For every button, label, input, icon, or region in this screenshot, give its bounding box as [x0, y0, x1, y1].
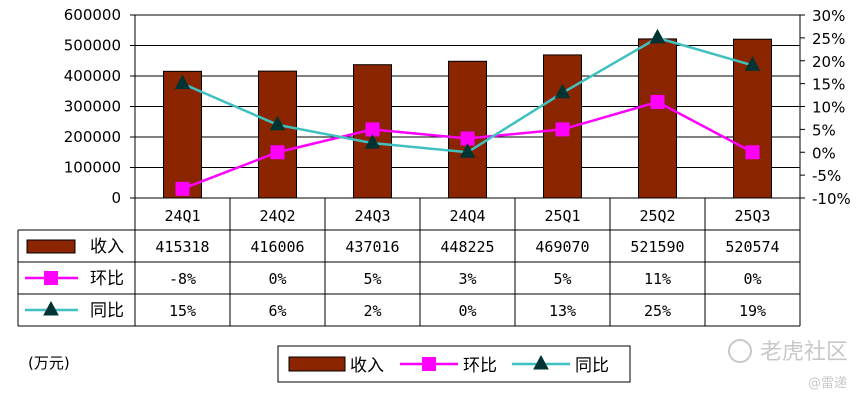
right-axis-tick-label: 10% [812, 99, 845, 117]
table-row-label: 同比 [90, 301, 124, 321]
table-cell: 0% [458, 302, 476, 320]
table-cell: 25% [644, 302, 671, 320]
legend-key-qoq-marker [44, 271, 58, 285]
table-cell: 6% [268, 302, 286, 320]
right-axis-tick-label: 0% [812, 144, 836, 162]
left-axis-tick-label: 500000 [64, 37, 121, 55]
table-row-label: 收入 [90, 237, 124, 257]
right-axis-tick-label: 20% [812, 53, 845, 71]
legend-key-revenue [26, 239, 76, 254]
right-axis-tick-label: 5% [812, 121, 836, 139]
category-label: 24Q1 [164, 207, 200, 225]
legend-marker-yoy [533, 354, 549, 370]
table-cell: 19% [739, 302, 766, 320]
left-axis-tick-label: 600000 [64, 6, 121, 24]
table-cell: 437016 [345, 238, 399, 256]
legend-label-revenue: 收入 [350, 356, 384, 376]
qoq-marker [365, 122, 380, 137]
left-axis-tick-label: 100000 [64, 159, 121, 177]
table-cell: 2% [363, 302, 381, 320]
category-label: 24Q4 [449, 207, 485, 225]
legend-label-yoy: 同比 [575, 356, 609, 376]
table-row-label: 环比 [90, 269, 124, 289]
left-axis-tick-label: 200000 [64, 128, 121, 146]
qoq-marker [175, 181, 190, 196]
table-cell: 13% [549, 302, 576, 320]
table-cell: 448225 [440, 238, 494, 256]
revenue-bar [638, 38, 677, 199]
legend-swatch-revenue [288, 356, 346, 372]
yoy-marker [744, 56, 761, 71]
yoy-marker [269, 115, 286, 131]
revenue-bar [258, 70, 297, 199]
table-cell: 415318 [155, 238, 209, 256]
watermark-text: 老虎社区 [760, 340, 848, 365]
yoy-marker [364, 134, 381, 149]
right-axis-tick-label: -5% [812, 167, 841, 185]
table-cell: 521590 [630, 238, 684, 256]
qoq-marker [745, 145, 760, 160]
revenue-bar [448, 60, 487, 199]
revenue-bar [163, 70, 202, 199]
category-label: 24Q2 [259, 207, 295, 225]
table-cell: 416006 [250, 238, 304, 256]
table-cell: 3% [458, 270, 476, 288]
table-cell: 0% [743, 270, 761, 288]
table-cell: -8% [169, 270, 196, 288]
legend-marker-qoq [422, 357, 436, 371]
yoy-marker [649, 28, 666, 44]
qoq-marker [555, 122, 570, 137]
category-label: 25Q3 [734, 207, 770, 225]
qoq-marker [460, 131, 475, 146]
yoy-marker [459, 143, 476, 158]
right-axis-tick-label: 25% [812, 30, 845, 48]
left-axis-tick-label: 300000 [64, 98, 121, 116]
unit-note: (万元) [28, 354, 70, 372]
qoq-marker [650, 94, 665, 109]
category-label: 25Q1 [544, 207, 580, 225]
table-cell: 5% [553, 270, 571, 288]
left-axis-tick-label: 0 [111, 189, 121, 207]
yoy-marker [554, 83, 571, 99]
table-cell: 15% [169, 302, 196, 320]
yoy-marker [174, 74, 191, 90]
table-cell: 0% [268, 270, 286, 288]
table-cell: 5% [363, 270, 381, 288]
legend-label-qoq: 环比 [463, 356, 497, 376]
right-axis-tick-label: 30% [812, 7, 845, 25]
qoq-marker [270, 145, 285, 160]
watermark-sub: @雷递 [808, 376, 847, 391]
category-label: 24Q3 [354, 207, 390, 225]
table-cell: 469070 [535, 238, 589, 256]
right-axis-tick-label: 15% [812, 76, 845, 94]
left-axis-tick-label: 400000 [64, 67, 121, 85]
table-cell: 520574 [725, 238, 779, 256]
legend-key-yoy-marker [43, 300, 59, 316]
table-cell: 11% [644, 270, 671, 288]
right-axis-tick-label: -10% [812, 190, 851, 208]
watermark-logo-icon [728, 339, 752, 363]
watermark-logo [728, 339, 752, 363]
category-label: 25Q2 [639, 207, 675, 225]
